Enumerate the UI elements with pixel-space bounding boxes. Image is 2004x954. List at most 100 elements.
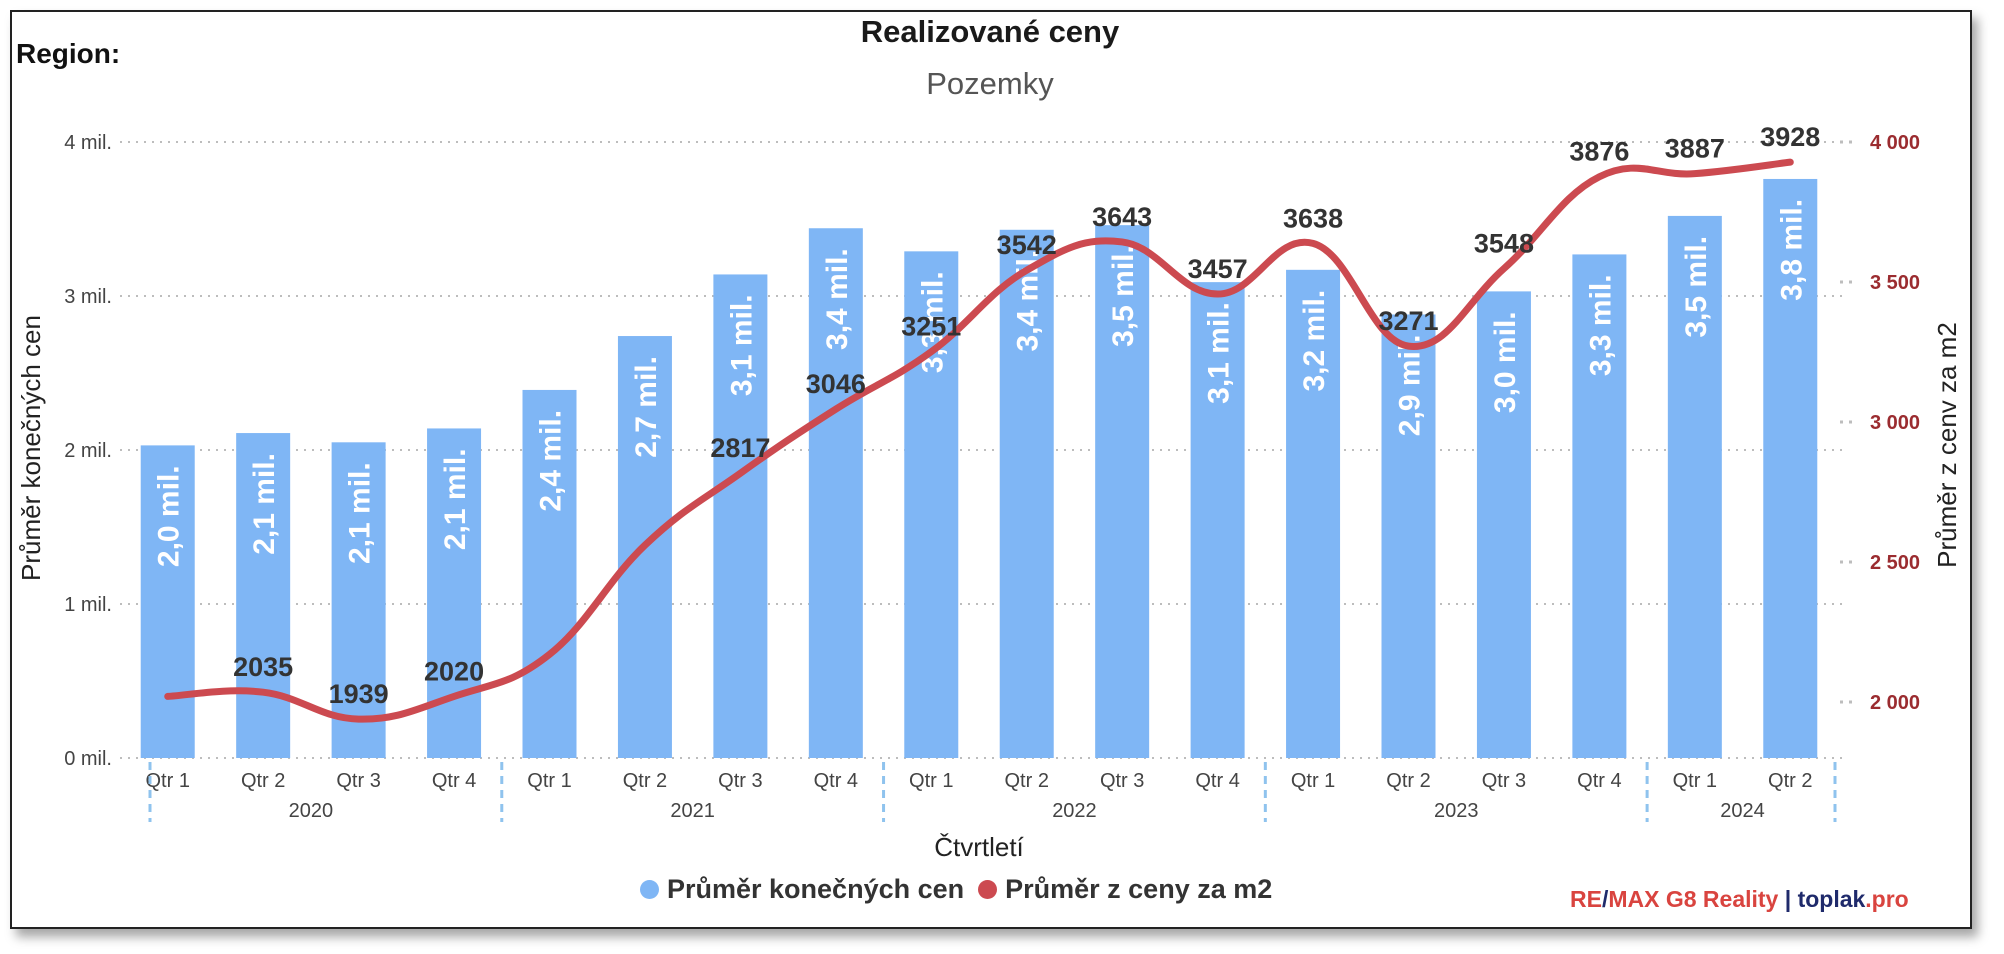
region-label: Region: bbox=[16, 38, 121, 69]
bar-value-label: 3,1 mil. bbox=[1203, 302, 1236, 404]
bar-value-label: 2,7 mil. bbox=[630, 356, 663, 458]
line-value-label: 3643 bbox=[1092, 202, 1152, 232]
line-value-label: 3876 bbox=[1569, 137, 1629, 167]
chart-title: Realizované ceny bbox=[860, 14, 1120, 49]
line-value-label: 1939 bbox=[329, 679, 389, 709]
x-tick-label: Qtr 4 bbox=[1195, 770, 1239, 792]
right-tick-label: 2 500 bbox=[1870, 552, 1920, 574]
bar bbox=[1190, 282, 1245, 758]
bar-value-label: 3,4 mil. bbox=[821, 248, 854, 350]
x-tick-label: Qtr 2 bbox=[1386, 770, 1430, 792]
credit-separator: | bbox=[1784, 886, 1792, 912]
year-label: 2022 bbox=[1052, 800, 1097, 822]
right-tick-label: 4 000 bbox=[1870, 132, 1920, 154]
bar bbox=[236, 433, 291, 758]
x-axis-title: Čtvrtletí bbox=[934, 832, 1024, 862]
x-tick-label: Qtr 3 bbox=[1482, 770, 1526, 792]
line-value-label: 3638 bbox=[1283, 203, 1343, 233]
left-tick-label: 0 mil. bbox=[64, 748, 112, 770]
legend-bar-label: Průměr konečných cen bbox=[667, 874, 965, 904]
bar bbox=[522, 389, 577, 758]
bar-value-label: 3,1 mil. bbox=[725, 294, 758, 396]
bar-value-label: 3,0 mil. bbox=[1489, 311, 1522, 413]
x-tick-label: Qtr 2 bbox=[241, 770, 285, 792]
line-value-label: 3457 bbox=[1188, 254, 1248, 284]
bar-value-label: 3,2 mil. bbox=[1298, 290, 1331, 392]
x-tick-label: Qtr 1 bbox=[1673, 770, 1717, 792]
x-tick-label: Qtr 2 bbox=[623, 770, 667, 792]
x-tick-label: Qtr 3 bbox=[718, 770, 762, 792]
left-axis-title: Průměr konečných cen bbox=[16, 315, 46, 581]
bar-value-label: 3,5 mil. bbox=[1680, 236, 1713, 338]
bar-value-label: 3,8 mil. bbox=[1775, 199, 1808, 301]
bar-value-label: 2,1 mil. bbox=[344, 462, 377, 564]
bar-value-label: 2,1 mil. bbox=[439, 448, 472, 550]
legend-item-line[interactable]: Průměr z ceny za m2 bbox=[978, 874, 1272, 905]
bar-value-label: 2,1 mil. bbox=[248, 453, 281, 555]
line-value-label: 3928 bbox=[1760, 122, 1820, 152]
credit-part4: .pro bbox=[1865, 886, 1909, 912]
bar bbox=[999, 229, 1054, 758]
bar bbox=[1381, 314, 1436, 758]
line-value-label: 2817 bbox=[710, 433, 770, 463]
legend-line-label: Průměr z ceny za m2 bbox=[1005, 874, 1273, 904]
bar bbox=[1286, 269, 1341, 758]
x-tick-label: Qtr 1 bbox=[909, 770, 953, 792]
x-tick-label: Qtr 2 bbox=[1768, 770, 1812, 792]
year-label: 2020 bbox=[289, 800, 334, 822]
x-tick-label: Qtr 3 bbox=[336, 770, 380, 792]
bar bbox=[808, 228, 863, 759]
line-value-label: 3542 bbox=[997, 230, 1057, 260]
credit-part2: MAX G8 Reality bbox=[1608, 886, 1779, 912]
line-value-label: 2035 bbox=[233, 652, 293, 682]
x-tick-label: Qtr 1 bbox=[527, 770, 571, 792]
credit-part1: RE bbox=[1570, 886, 1602, 912]
year-label: 2021 bbox=[670, 800, 715, 822]
x-tick-label: Qtr 1 bbox=[145, 770, 189, 792]
brand-credit[interactable]: RE/MAX G8 Reality | toplak.pro bbox=[1570, 886, 1909, 913]
line-value-label: 3271 bbox=[1378, 306, 1438, 336]
credit-slash: / bbox=[1601, 886, 1609, 912]
legend-bar-swatch bbox=[640, 880, 659, 899]
year-label: 2024 bbox=[1720, 800, 1765, 822]
line-value-label: 2020 bbox=[424, 656, 484, 686]
left-tick-label: 2 mil. bbox=[64, 440, 112, 462]
x-tick-label: Qtr 4 bbox=[1577, 770, 1621, 792]
bar bbox=[1095, 225, 1150, 758]
x-tick-label: Qtr 2 bbox=[1004, 770, 1048, 792]
bar bbox=[1667, 215, 1722, 759]
right-tick-label: 2 000 bbox=[1870, 692, 1920, 714]
bar-value-label: 3,5 mil. bbox=[1107, 245, 1140, 347]
left-tick-label: 3 mil. bbox=[64, 286, 112, 308]
x-tick-label: Qtr 3 bbox=[1100, 770, 1144, 792]
credit-part3: toplak bbox=[1797, 886, 1866, 912]
bar bbox=[1476, 291, 1531, 758]
legend-item-bars[interactable]: Průměr konečných cen bbox=[640, 874, 964, 905]
line-value-label: 3548 bbox=[1474, 229, 1534, 259]
left-tick-label: 1 mil. bbox=[64, 594, 112, 616]
legend: Průměr konečných cen Průměr z ceny za m2 bbox=[640, 874, 1286, 905]
right-axis-title: Průměr z cenv za m2 bbox=[1932, 322, 1962, 568]
bar-value-label: 3,3 mil. bbox=[1584, 274, 1617, 376]
line-value-label: 3887 bbox=[1665, 134, 1725, 164]
left-tick-label: 4 mil. bbox=[64, 132, 112, 154]
x-tick-label: Qtr 1 bbox=[1291, 770, 1335, 792]
line-series-path bbox=[164, 158, 1794, 723]
legend-line-swatch bbox=[978, 880, 998, 899]
bar bbox=[713, 274, 768, 758]
bar bbox=[1763, 178, 1818, 758]
bar-value-label: 2,4 mil. bbox=[535, 410, 568, 512]
bar-value-label: 2,0 mil. bbox=[153, 465, 186, 567]
bar bbox=[331, 442, 386, 758]
year-label: 2023 bbox=[1434, 800, 1479, 822]
bar bbox=[1572, 254, 1627, 759]
right-tick-label: 3 000 bbox=[1870, 412, 1920, 434]
right-tick-label: 3 500 bbox=[1870, 272, 1920, 294]
line-value-label: 3251 bbox=[901, 312, 961, 342]
bar bbox=[140, 445, 195, 758]
line-value-label: 3046 bbox=[806, 369, 866, 399]
chart-subtitle: Pozemky bbox=[926, 66, 1054, 101]
x-tick-label: Qtr 4 bbox=[814, 770, 858, 792]
x-tick-label: Qtr 4 bbox=[432, 770, 476, 792]
